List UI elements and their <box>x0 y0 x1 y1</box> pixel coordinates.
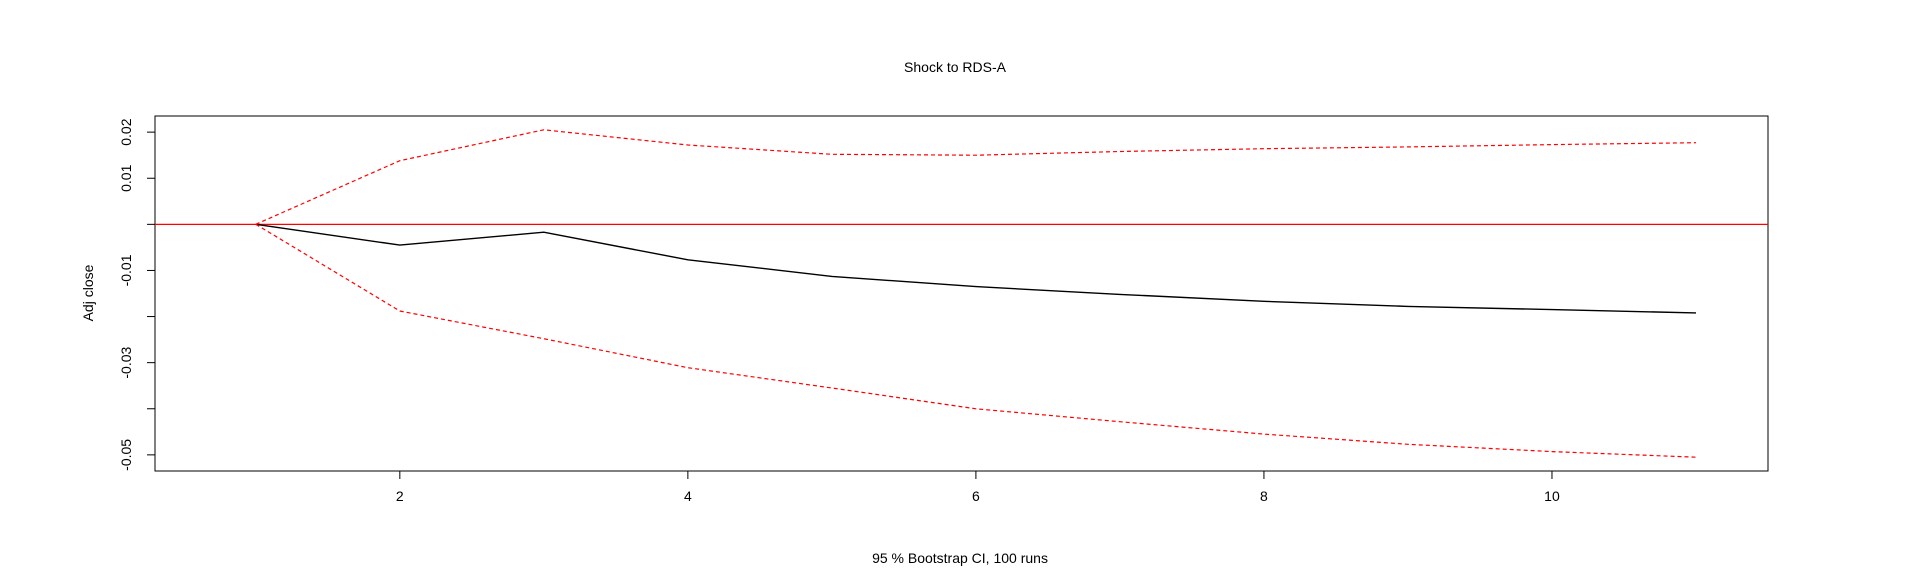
y-tick-label: -0.01 <box>118 254 134 286</box>
upper-ci-line <box>255 129 1697 225</box>
series-group <box>255 129 1697 458</box>
y-tick-label: -0.03 <box>118 346 134 378</box>
y-tick-label: 0.01 <box>118 164 134 191</box>
response-line <box>255 223 1697 314</box>
lower-ci-line <box>255 223 1697 458</box>
y-axis: -0.05 -0.03 -0.01 0.01 0.02 <box>118 118 155 471</box>
x-tick-label: 4 <box>684 488 692 504</box>
y-axis-label: Adj close <box>80 264 96 321</box>
x-axis-label: 95 % Bootstrap CI, 100 runs <box>872 550 1048 566</box>
y-tick-label: 0.02 <box>118 118 134 145</box>
x-tick-label: 10 <box>1544 488 1560 504</box>
x-tick-label: 2 <box>396 488 404 504</box>
chart-title: Shock to RDS-A <box>904 59 1007 75</box>
x-tick-label: 6 <box>972 488 980 504</box>
y-tick-label: -0.05 <box>118 439 134 471</box>
x-axis: 2 4 6 8 10 <box>396 471 1560 504</box>
x-tick-label: 8 <box>1260 488 1268 504</box>
plot-frame <box>154 115 1769 472</box>
